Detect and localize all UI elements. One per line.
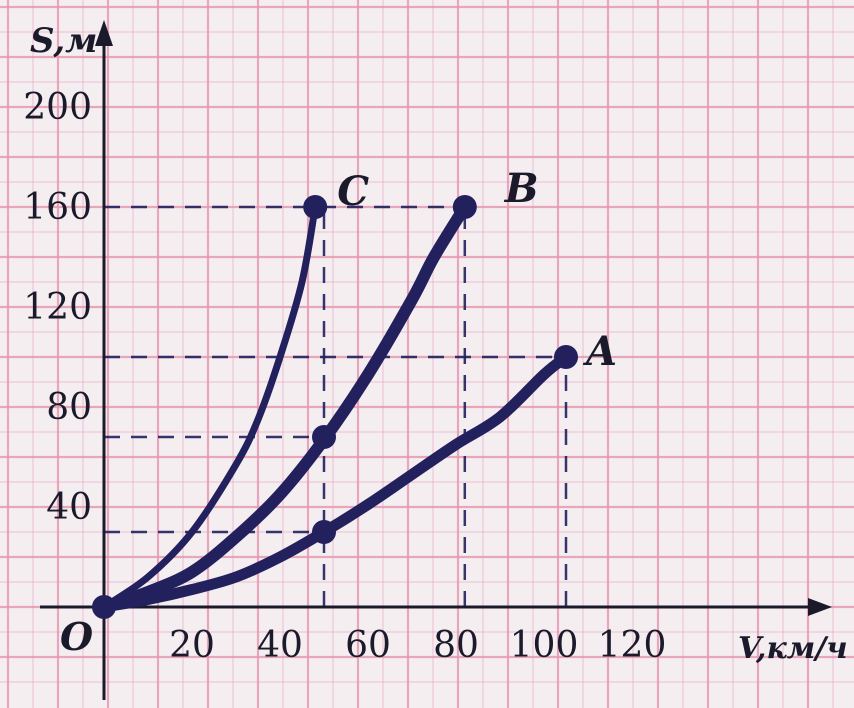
origin-label: O	[60, 614, 93, 659]
y-axis-arrow-icon	[95, 20, 113, 46]
y-axis-label: S,м	[30, 21, 98, 61]
x-tick-label: 100	[510, 625, 579, 666]
tick-labels: 20 40 60 80 100 120 40 80 120 160 200	[23, 87, 666, 666]
x-tick-label: 40	[257, 625, 303, 666]
markers	[92, 195, 578, 619]
x-axis-label: V,км/ч	[738, 631, 848, 666]
axes	[40, 20, 832, 700]
x-tick-label: 80	[433, 625, 479, 666]
point-marker	[554, 345, 578, 369]
x-tick-label: 20	[169, 625, 215, 666]
curve-a	[98, 351, 572, 613]
y-tick-label: 120	[23, 287, 92, 328]
series-label-c: C	[337, 168, 369, 215]
curve-b	[98, 201, 471, 613]
guide-lines	[104, 205, 568, 607]
x-tick-label: 120	[598, 625, 667, 666]
x-axis-arrow-icon	[808, 598, 832, 616]
curves	[98, 201, 572, 613]
y-tick-label: 160	[23, 187, 92, 228]
labels: S,м V,км/ч O A B C	[30, 21, 848, 666]
y-tick-label: 200	[23, 87, 92, 128]
y-tick-label: 80	[46, 387, 92, 428]
curve-c	[100, 203, 319, 611]
point-marker	[312, 425, 336, 449]
point-marker	[303, 195, 328, 219]
series-label-b: B	[504, 165, 539, 212]
y-tick-label: 40	[46, 487, 92, 528]
series-label-a: A	[582, 328, 617, 375]
point-marker	[312, 520, 336, 544]
x-tick-label: 60	[345, 625, 391, 666]
point-marker	[92, 595, 116, 619]
point-marker	[452, 195, 477, 219]
